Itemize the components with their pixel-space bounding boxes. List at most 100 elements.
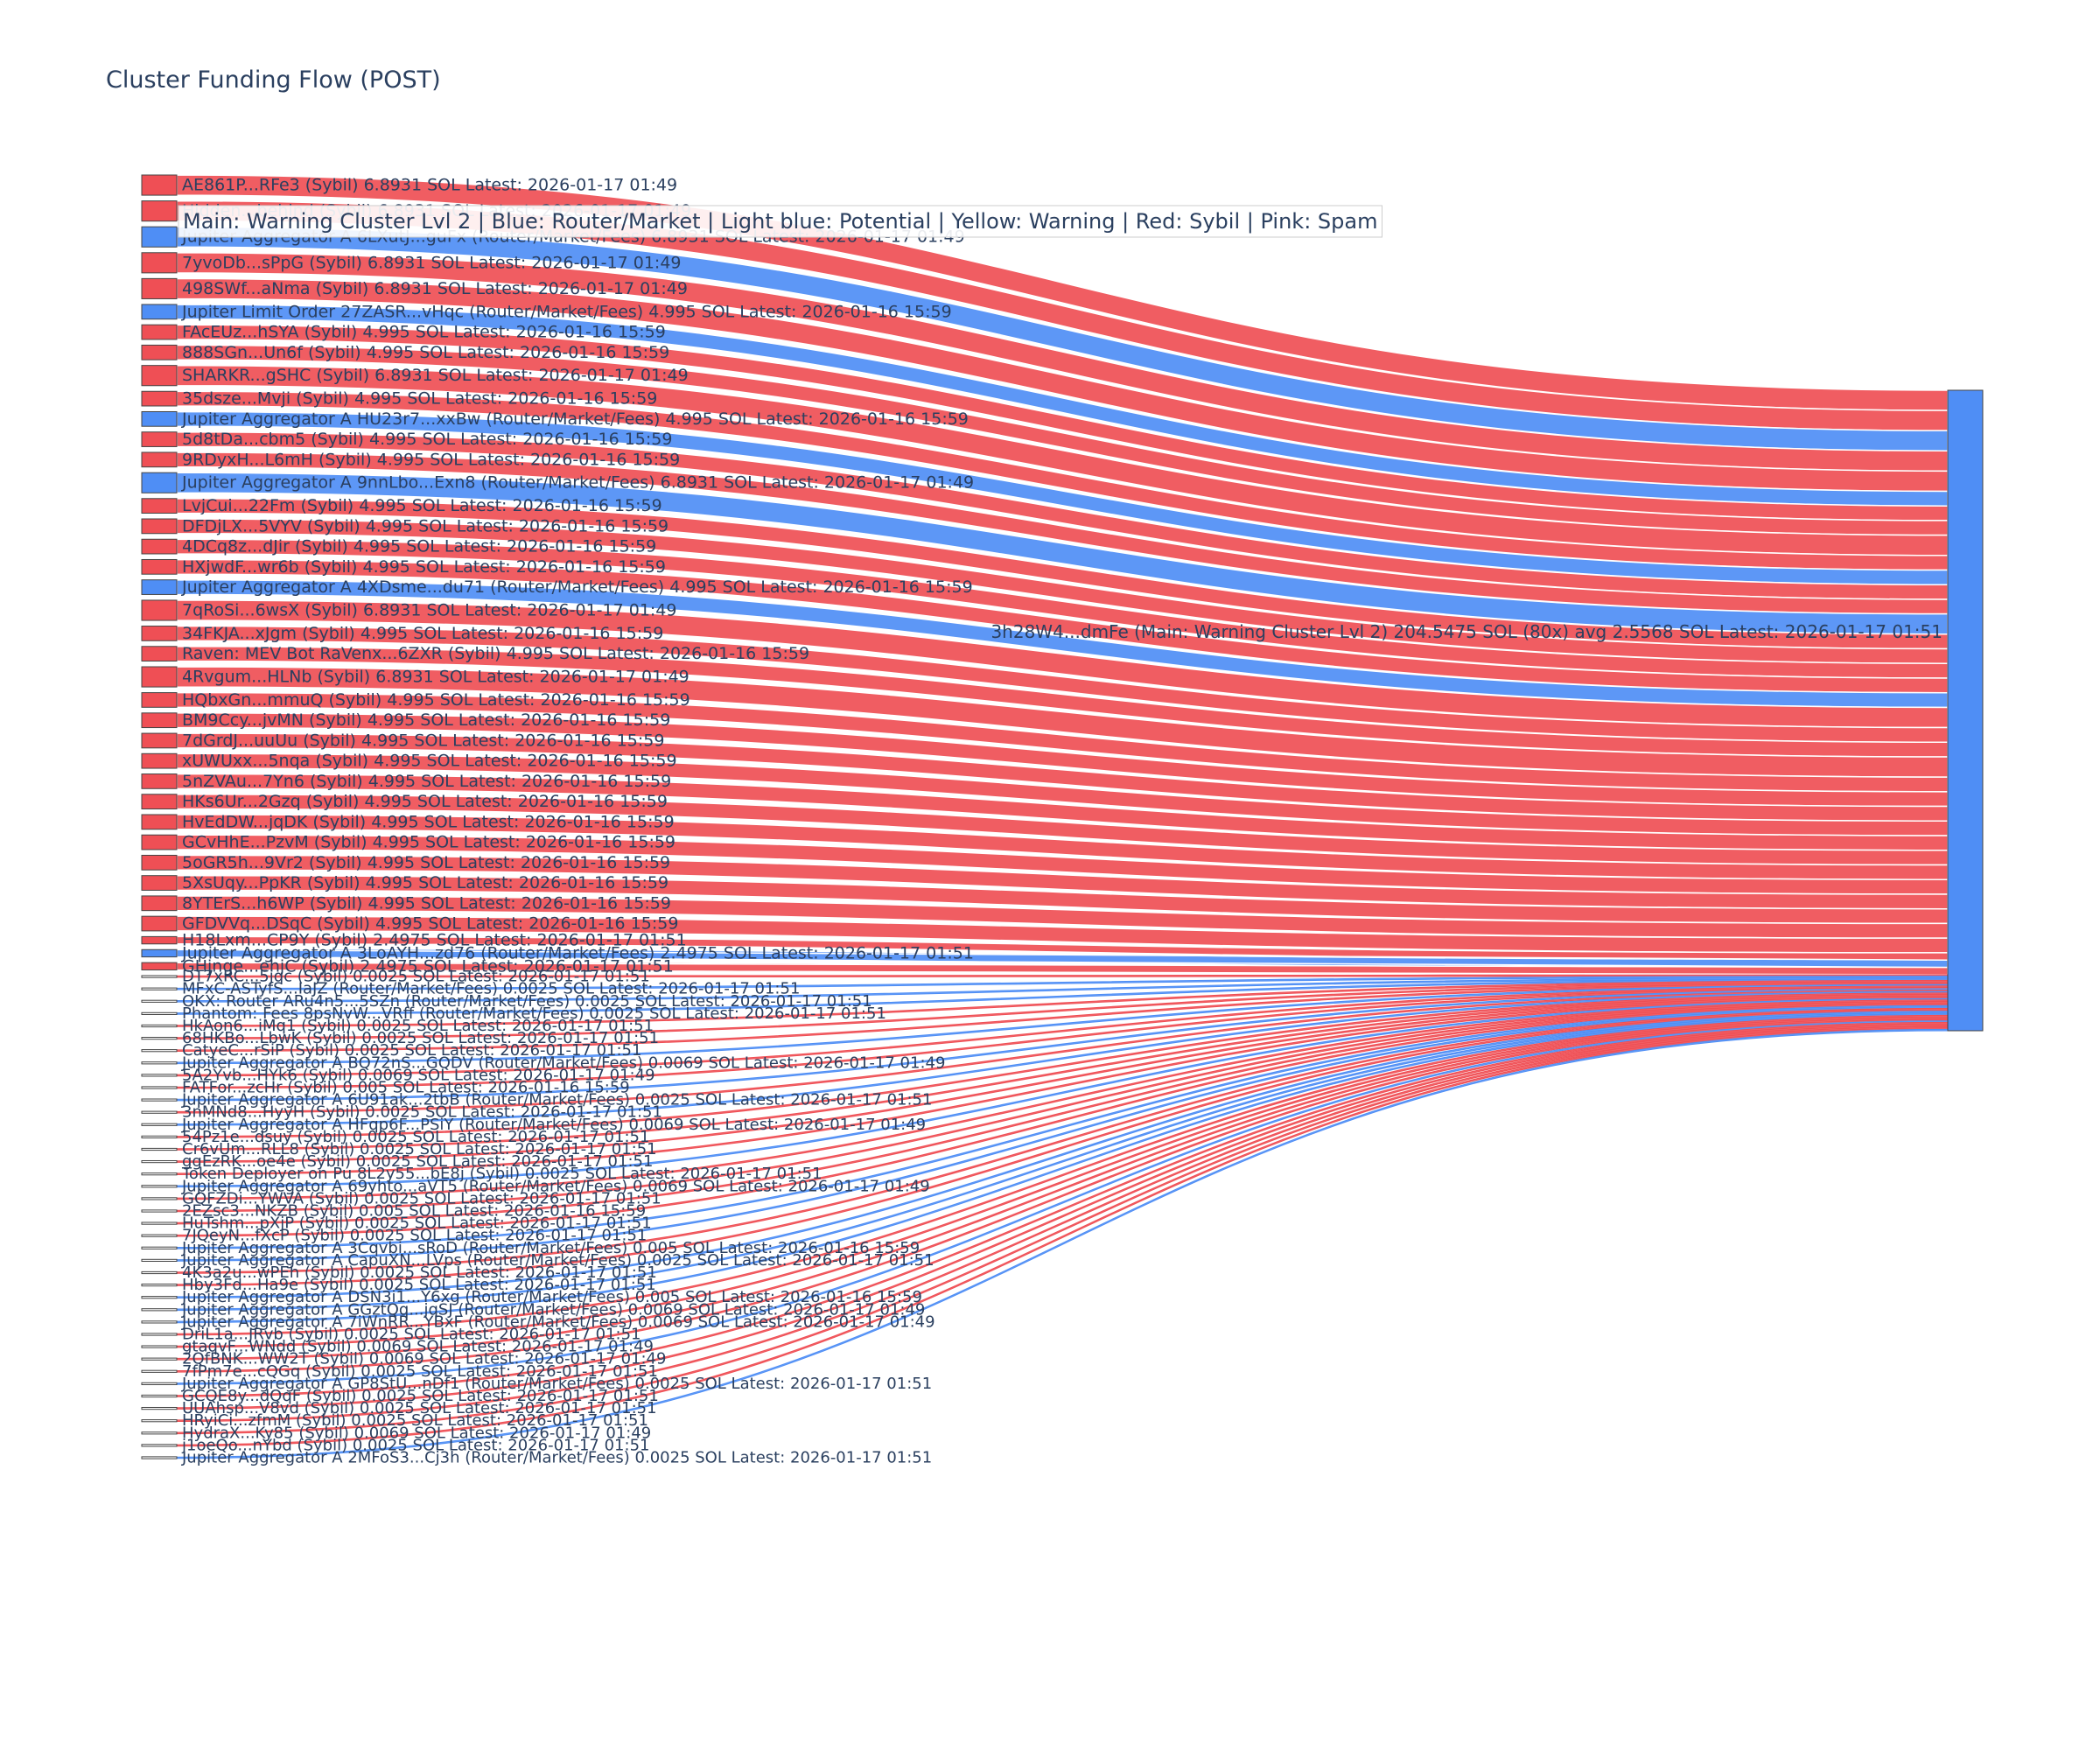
source-node-label-21: Raven: MEV Bot RaVenx...6ZXR (Sybil) 4.9…: [182, 644, 809, 663]
source-node-61[interactable]: [141, 1258, 178, 1262]
source-node-20[interactable]: [141, 626, 178, 641]
source-node-63[interactable]: [141, 1283, 178, 1287]
source-node-31[interactable]: [141, 854, 178, 871]
source-node-48[interactable]: [141, 1098, 178, 1102]
source-node-43[interactable]: [141, 1036, 178, 1040]
source-node-58[interactable]: [141, 1222, 178, 1225]
source-node-60[interactable]: [141, 1246, 178, 1250]
source-node-35[interactable]: [141, 935, 178, 945]
source-node-6[interactable]: [141, 324, 178, 340]
source-node-44[interactable]: [141, 1049, 178, 1053]
source-node-54[interactable]: [141, 1172, 178, 1176]
source-node-17[interactable]: [141, 558, 178, 575]
source-node-1[interactable]: [141, 200, 178, 222]
source-node-0[interactable]: [141, 174, 178, 196]
source-node-57[interactable]: [141, 1209, 178, 1213]
source-node-label-32: 5XsUqy...PpKR (Sybil) 4.995 SOL Latest: …: [182, 873, 668, 892]
target-node[interactable]: [1947, 389, 1984, 1032]
source-node-11[interactable]: [141, 431, 178, 447]
source-node-label-11: 5d8tDa...cbm5 (Sybil) 4.995 SOL Latest: …: [182, 430, 672, 449]
source-node-76[interactable]: [141, 1444, 178, 1447]
source-node-24[interactable]: [141, 712, 178, 729]
source-node-53[interactable]: [141, 1159, 178, 1164]
source-node-37[interactable]: [141, 962, 178, 970]
source-node-label-56: GQFZDi...YWVA (Sybil) 0.0025 SOL Latest:…: [182, 1189, 662, 1208]
source-node-5[interactable]: [141, 304, 178, 320]
source-node-28[interactable]: [141, 794, 178, 809]
source-node-label-70: 7fPm7e...cQGq (Sybil) 0.0025 SOL Latest:…: [182, 1362, 658, 1381]
source-node-51[interactable]: [141, 1135, 178, 1138]
source-node-68[interactable]: [141, 1345, 178, 1348]
source-node-label-14: LvjCui...22Fm (Sybil) 4.995 SOL Latest: …: [182, 496, 662, 515]
source-node-74[interactable]: [141, 1419, 178, 1423]
source-node-label-55: Jupiter Aggregator A 69yhto...aVT5 (Rout…: [181, 1177, 930, 1195]
source-node-8[interactable]: [141, 365, 178, 387]
source-node-2[interactable]: [141, 226, 178, 248]
source-node-41[interactable]: [141, 1012, 178, 1015]
source-node-14[interactable]: [141, 498, 178, 514]
target-node-label: 3h28W4...dmFe (Main: Warning Cluster Lvl…: [990, 621, 1942, 642]
source-node-16[interactable]: [141, 538, 178, 555]
source-node-33[interactable]: [141, 895, 178, 912]
source-node-39[interactable]: [141, 987, 178, 990]
source-node-label-41: Phantom: Fees 8psNvW...VRff (Router/Mark…: [182, 1004, 886, 1023]
source-node-42[interactable]: [141, 1024, 178, 1028]
source-node-3[interactable]: [141, 252, 178, 274]
source-node-45[interactable]: [141, 1061, 178, 1065]
source-node-label-72: GCQE8y...dQqF (Sybil) 0.0025 SOL Latest:…: [182, 1387, 659, 1405]
legend-text: Main: Warning Cluster Lvl 2 | Blue: Rout…: [183, 209, 1377, 234]
source-node-label-51: 54Pz1e...dsuy (Sybil) 0.0025 SOL Latest:…: [182, 1128, 649, 1146]
source-node-29[interactable]: [141, 814, 178, 830]
source-node-22[interactable]: [141, 666, 178, 688]
source-node-label-12: 9RDyxH...L6mH (Sybil) 4.995 SOL Latest: …: [182, 450, 680, 469]
source-node-75[interactable]: [141, 1432, 178, 1435]
source-node-50[interactable]: [141, 1123, 178, 1126]
source-node-9[interactable]: [141, 390, 178, 407]
source-node-59[interactable]: [141, 1234, 178, 1237]
source-node-77[interactable]: [141, 1456, 178, 1460]
source-node-65[interactable]: [141, 1308, 178, 1312]
source-node-71[interactable]: [141, 1382, 178, 1385]
source-node-46[interactable]: [141, 1074, 178, 1077]
source-node-18[interactable]: [141, 579, 178, 595]
source-node-label-43: 68HKBo...LbwK (Sybil) 0.0025 SOL Latest:…: [182, 1029, 659, 1047]
source-node-73[interactable]: [141, 1406, 178, 1410]
source-node-40[interactable]: [141, 999, 178, 1003]
source-node-30[interactable]: [141, 834, 178, 850]
source-node-69[interactable]: [141, 1357, 178, 1361]
source-node-32[interactable]: [141, 875, 178, 891]
source-node-27[interactable]: [141, 774, 178, 789]
source-node-25[interactable]: [141, 732, 178, 749]
source-node-10[interactable]: [141, 410, 178, 427]
source-node-12[interactable]: [141, 452, 178, 468]
source-node-47[interactable]: [141, 1086, 178, 1089]
source-node-label-60: Jupiter Aggregator A 3Cqvbi...sRoD (Rout…: [181, 1239, 920, 1257]
source-node-21[interactable]: [141, 646, 178, 662]
source-node-52[interactable]: [141, 1147, 178, 1152]
source-node-38[interactable]: [141, 975, 178, 978]
source-node-label-53: ggEzRK...oe4e (Sybil) 0.0025 SOL Latest:…: [182, 1152, 653, 1171]
source-node-26[interactable]: [141, 752, 178, 769]
source-node-55[interactable]: [141, 1185, 178, 1188]
source-node-66[interactable]: [141, 1320, 178, 1324]
source-node-70[interactable]: [141, 1369, 178, 1373]
source-node-72[interactable]: [141, 1394, 178, 1398]
source-node-4[interactable]: [141, 277, 178, 299]
source-node-label-61: Jupiter Aggregator A CapuXN...LVps (Rout…: [181, 1251, 934, 1270]
source-node-23[interactable]: [141, 692, 178, 708]
source-node-19[interactable]: [141, 599, 178, 621]
source-node-67[interactable]: [141, 1333, 178, 1336]
source-node-62[interactable]: [141, 1270, 178, 1275]
source-node-label-6: FAcEUz...hSYA (Sybil) 4.995 SOL Latest: …: [182, 323, 666, 342]
source-node-15[interactable]: [141, 518, 178, 535]
source-node-64[interactable]: [141, 1296, 178, 1299]
source-node-label-15: DFDjLX...5VYV (Sybil) 4.995 SOL Latest: …: [182, 516, 668, 536]
source-node-56[interactable]: [141, 1197, 178, 1200]
source-node-36[interactable]: [141, 948, 178, 958]
source-node-13[interactable]: [141, 472, 178, 494]
source-node-49[interactable]: [141, 1110, 178, 1114]
source-node-label-30: GCvHhE...PzvM (Sybil) 4.995 SOL Latest: …: [182, 833, 676, 852]
source-node-7[interactable]: [141, 344, 178, 360]
source-node-34[interactable]: [141, 915, 178, 932]
